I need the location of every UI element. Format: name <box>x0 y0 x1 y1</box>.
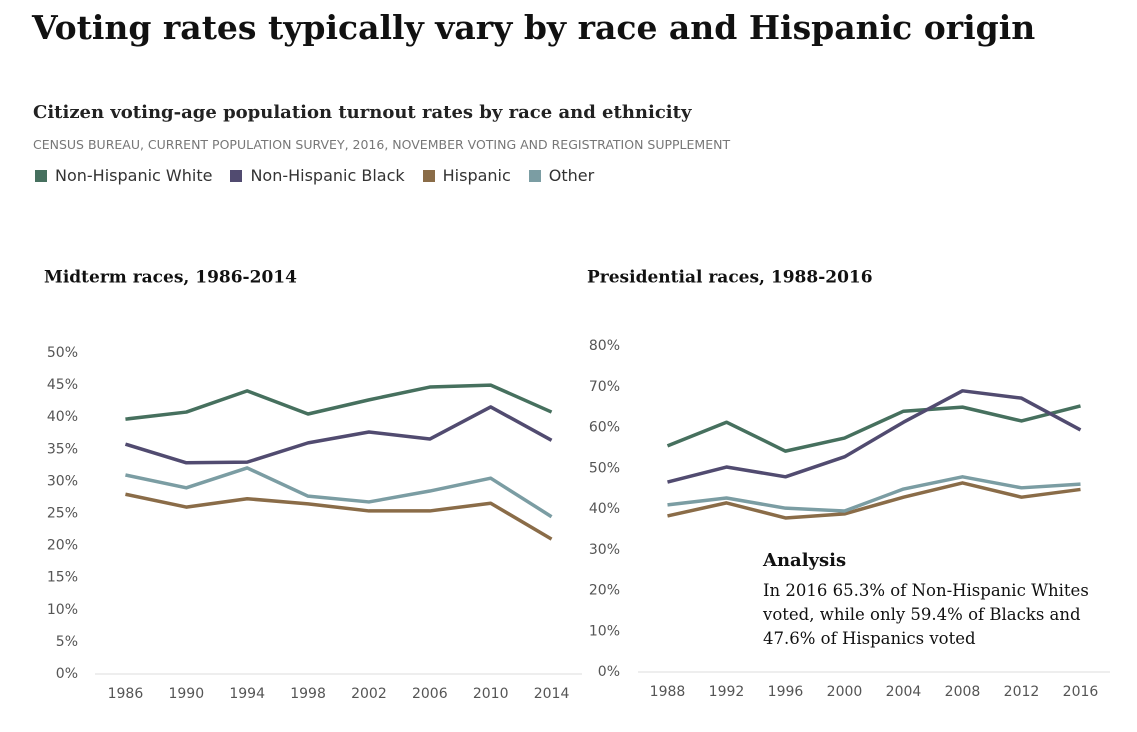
x-tick-label: 2000 <box>827 684 863 700</box>
y-tick-label: 5% <box>56 634 78 650</box>
x-tick-label: 2008 <box>945 684 981 700</box>
x-tick-label: 1994 <box>229 686 265 702</box>
y-tick-label: 80% <box>589 338 620 354</box>
series-line <box>666 404 1081 453</box>
series-line <box>125 466 553 519</box>
x-tick-label: 2016 <box>1063 684 1099 700</box>
x-tick-label: 2012 <box>1004 684 1040 700</box>
y-tick-label: 40% <box>47 409 78 425</box>
y-tick-label: 30% <box>47 473 78 489</box>
y-tick-label: 40% <box>589 501 620 517</box>
y-tick-label: 50% <box>47 345 78 361</box>
series-line <box>125 492 553 541</box>
legend-swatch <box>35 169 47 182</box>
series-line <box>667 481 1081 520</box>
y-tick-label: 45% <box>47 377 78 393</box>
y-tick-label: 60% <box>589 420 620 436</box>
y-tick-label: 0% <box>598 664 620 680</box>
chart-title: Midterm races, 1986-2014 <box>44 268 297 288</box>
x-tick-label: 1986 <box>108 686 144 702</box>
legend-label: Other <box>548 166 595 185</box>
legend-item: Non-Hispanic Black <box>230 166 405 185</box>
x-tick-label: 1988 <box>650 684 686 700</box>
legend-item: Hispanic <box>422 166 511 185</box>
legend-swatch <box>230 169 243 182</box>
annotation-title: Analysis <box>763 550 847 571</box>
y-tick-label: 10% <box>47 602 78 618</box>
x-tick-label: 2014 <box>534 686 570 702</box>
legend-label: Hispanic <box>442 166 511 185</box>
annotation-text: In 2016 65.3% of Non-Hispanic Whites vot… <box>763 581 1089 648</box>
series-line <box>124 405 553 465</box>
subtitle: Citizen voting-age population turnout ra… <box>33 102 692 123</box>
x-tick-label: 2002 <box>351 686 387 702</box>
annotation: Analysis In 2016 65.3% of Non-Hispanic W… <box>763 550 1113 651</box>
y-tick-label: 35% <box>47 441 78 457</box>
y-tick-label: 15% <box>47 570 78 586</box>
source: CENSUS BUREAU, CURRENT POPULATION SURVEY… <box>33 137 731 152</box>
x-tick-label: 2006 <box>412 686 448 702</box>
x-tick-label: 1992 <box>709 684 745 700</box>
legend-label: Non-Hispanic Black <box>250 166 405 185</box>
y-tick-label: 25% <box>47 506 78 522</box>
y-tick-label: 0% <box>56 666 78 682</box>
y-tick-label: 20% <box>47 538 78 554</box>
series-line <box>667 389 1082 484</box>
x-tick-label: 2010 <box>473 686 509 702</box>
legend-item: Non-Hispanic White <box>35 166 212 185</box>
series-line <box>125 383 553 421</box>
legend-item: Other <box>528 166 595 185</box>
y-tick-label: 20% <box>589 583 620 599</box>
page-title: Voting rates typically vary by race and … <box>32 8 1036 47</box>
y-tick-label: 30% <box>589 542 620 558</box>
chart-title: Presidential races, 1988-2016 <box>587 268 873 288</box>
legend-swatch <box>528 169 541 182</box>
legend-label: Non-Hispanic White <box>55 166 213 185</box>
y-tick-label: 10% <box>589 623 620 639</box>
y-tick-label: 70% <box>589 379 620 395</box>
x-tick-label: 1998 <box>290 686 326 702</box>
x-tick-label: 1996 <box>768 684 804 700</box>
legend-swatch <box>422 169 435 182</box>
y-tick-label: 50% <box>589 460 620 476</box>
series-line <box>667 475 1081 513</box>
legend: Non-Hispanic White Non-Hispanic Black Hisp… <box>35 166 594 185</box>
x-tick-label: 1990 <box>168 686 204 702</box>
x-tick-label: 2004 <box>886 684 922 700</box>
